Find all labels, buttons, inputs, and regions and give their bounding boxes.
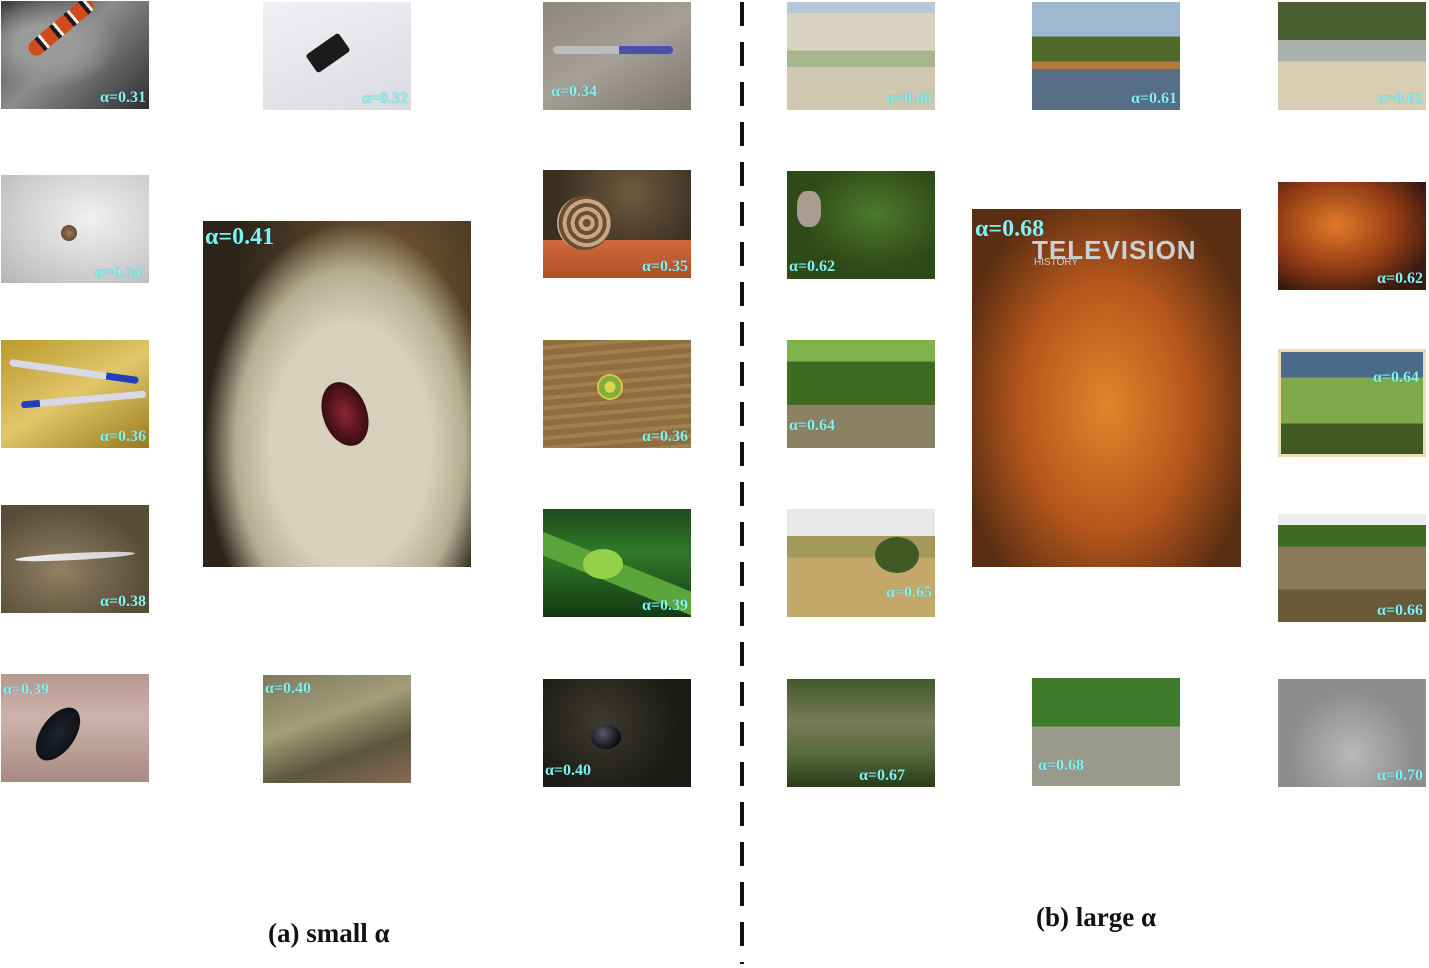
alpha-label: α=0.68 [1038, 757, 1085, 774]
alpha-label: α=0.65 [885, 584, 932, 601]
alpha-label: α=0.62 [789, 258, 836, 275]
alpha-label: α=0.38 [99, 593, 146, 610]
alpha-label: α=0.64 [789, 417, 836, 434]
image-toy-car: α=0.32 [263, 2, 411, 110]
image-field: α=0.65 [787, 509, 935, 617]
image-beach: α=0.60 [787, 2, 935, 110]
image-rock: α=0.40 [263, 675, 411, 783]
alpha-label: α=0.36 [641, 428, 688, 445]
image-beetle: α=0.39 [1, 674, 149, 782]
alpha-label: α=0.70 [1376, 767, 1423, 784]
alpha-label: α=0.60 [885, 90, 932, 107]
alpha-label: α=0.32 [361, 90, 408, 107]
image-koala: α=0.62 [787, 171, 935, 279]
image-dung-beetle: α=0.40 [543, 679, 691, 787]
puzzle-subtitle-text: HISTORY [1034, 257, 1079, 268]
alpha-label: α=0.68 [975, 216, 1045, 242]
image-screwdriver: α=0.34 [543, 2, 691, 110]
image-fog: α=0.70 [1278, 679, 1426, 787]
puzzle-title-text: TELEVISION [1032, 235, 1197, 265]
alpha-label: α=0.40 [545, 762, 592, 779]
image-frog: α=0.39 [543, 509, 691, 617]
image-plant: α=0.64 [1278, 349, 1426, 457]
image-dirt-path: α=0.66 [1278, 514, 1426, 622]
image-coast: α=0.61 [1278, 2, 1426, 110]
alpha-label: α=0.36 [99, 428, 146, 445]
dashed-divider [740, 2, 744, 964]
image-autumn-leaves: α=0.62 [1278, 182, 1426, 290]
alpha-label: α=0.34 [94, 264, 141, 281]
image-river: α=0.68 [1032, 678, 1180, 786]
alpha-label: α=0.39 [3, 681, 50, 698]
alpha-label: α=0.40 [265, 680, 312, 697]
alpha-label: α=0.41 [205, 224, 275, 250]
alpha-label: α=0.64 [1372, 369, 1419, 386]
image-lake: α=0.61 [1032, 2, 1180, 110]
alpha-label: α=0.62 [1376, 270, 1423, 287]
caption-large-alpha: (b) large α [1036, 902, 1157, 932]
image-hermit-crab: α=0.34 [1, 175, 149, 283]
alpha-label: α=0.34 [551, 83, 598, 100]
alpha-label: α=0.35 [641, 258, 688, 275]
alpha-label: α=0.31 [99, 89, 146, 106]
image-pens: α=0.36 [1, 340, 149, 448]
alpha-label: α=0.61 [1376, 90, 1423, 107]
image-fly: α=0.41 [203, 221, 471, 567]
alpha-label: α=0.39 [641, 597, 688, 614]
image-valley: α=0.67 [787, 679, 935, 787]
alpha-label: α=0.61 [1130, 90, 1177, 107]
alpha-label: α=0.67 [858, 767, 905, 784]
caption-small-alpha: (a) small α [268, 918, 390, 948]
image-forest-fence: α=0.64 [787, 340, 935, 448]
image-hair-clip: α=0.36 [543, 340, 691, 448]
alpha-label: α=0.66 [1376, 602, 1423, 619]
image-puzzle: TELEVISION HISTORY α=0.68 [972, 209, 1241, 567]
image-snail: α=0.35 [543, 170, 691, 278]
image-fish: α=0.38 [1, 505, 149, 613]
image-snake: α=0.31 [1, 1, 149, 109]
